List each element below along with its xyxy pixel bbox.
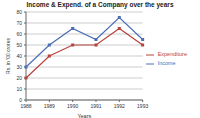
svg-text:40: 40: [16, 53, 22, 59]
svg-text:50: 50: [16, 42, 22, 48]
html-text:Income: Income: [157, 60, 176, 66]
html-text:Income & Expend. of a Company: Income & Expend. of a Company over the y…: [26, 1, 174, 8]
html-text:Expenditure: Expenditure: [157, 51, 187, 58]
svg-text:60: 60: [16, 31, 22, 37]
svg-text:1992: 1992: [114, 103, 125, 109]
svg-text:30: 30: [16, 64, 22, 70]
svg-text:80: 80: [16, 9, 22, 15]
svg-text:1993: 1993: [137, 103, 148, 109]
svg-text:1990: 1990: [67, 103, 78, 109]
svg-text:1988: 1988: [20, 103, 31, 109]
svg-text:1991: 1991: [90, 103, 101, 109]
svg-text:Years: Years: [77, 113, 91, 118]
svg-text:Rs. in '00 crores: Rs. in '00 crores: [8, 38, 11, 74]
svg-text:10: 10: [16, 86, 22, 92]
svg-text:1989: 1989: [44, 103, 55, 109]
svg-text:70: 70: [16, 20, 22, 26]
svg-text:20: 20: [16, 75, 22, 81]
svg-text:0: 0: [19, 97, 22, 103]
